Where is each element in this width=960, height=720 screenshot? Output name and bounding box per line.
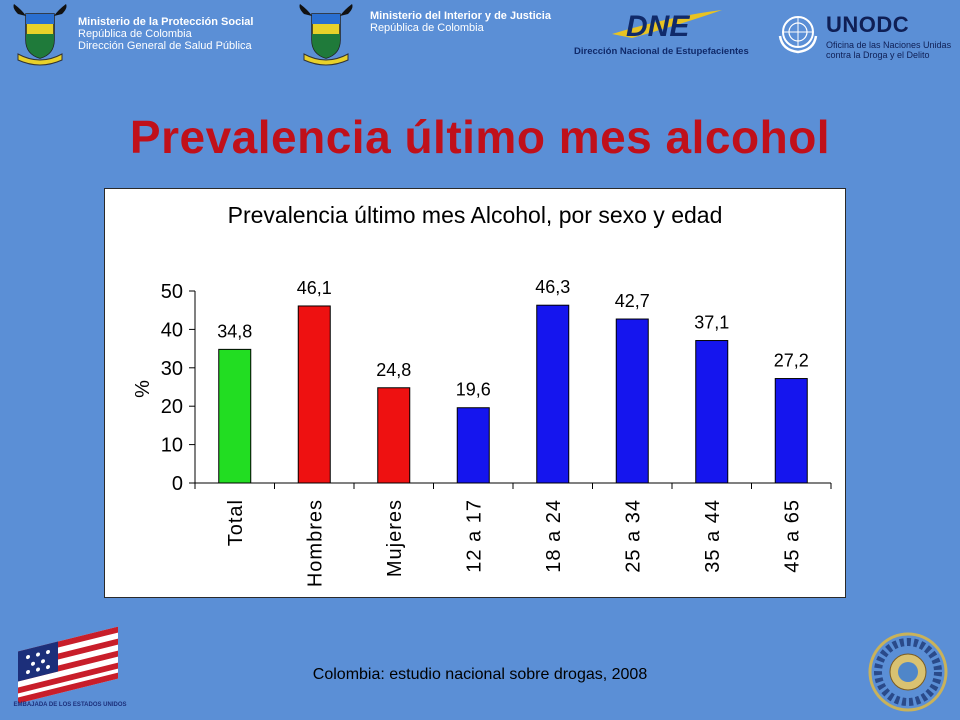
- unodc-acronym: UNODC: [826, 12, 910, 37]
- bar-chart: Prevalencia último mes Alcohol, por sexo…: [132, 202, 832, 587]
- un-emblem-icon: [778, 16, 818, 54]
- y-tick-label: 50: [161, 281, 183, 303]
- y-tick-label: 10: [161, 435, 183, 457]
- unodc-name: Oficina de las Naciones Unidas contra la…: [826, 40, 951, 60]
- category-label: 25 a 34: [622, 499, 644, 573]
- chart-layer: 0 10 20 30 40 50 34,8 Total 46,1 Hombres 24,8 Mujer…: [161, 277, 832, 587]
- oas-seal-icon: [868, 632, 948, 712]
- us-embassy-flag-logo: EMBAJADA DE LOS ESTADOS UNIDOS: [13, 626, 127, 708]
- category-label: 12 a 17: [463, 499, 485, 573]
- colombia-crest-icon: [299, 4, 353, 66]
- dne-acronym: DNE: [626, 10, 690, 43]
- us-embassy-logo-text: EMBAJADA DE LOS ESTADOS UNIDOS: [13, 702, 126, 708]
- ministry-health-division: Dirección General de Salud Pública: [78, 40, 252, 52]
- bar: [695, 340, 729, 484]
- ministry-interior-country: República de Colombia: [370, 22, 484, 34]
- y-tick-label: 0: [172, 473, 183, 495]
- ministry-interior-name: Ministerio del Interior y de Justicia: [370, 10, 551, 22]
- data-label: 34,8: [217, 321, 252, 341]
- ministry-health-block: Ministerio de la Protección Social Repúb…: [78, 16, 253, 52]
- dne-name: Dirección Nacional de Estupefacientes: [574, 46, 749, 57]
- unodc-name-line1: Oficina de las Naciones Unidas: [826, 40, 952, 50]
- data-label: 37,1: [694, 313, 729, 333]
- colombia-crest-icon: [13, 4, 67, 66]
- chart-panel: Prevalencia último mes Alcohol, por sexo…: [104, 188, 846, 598]
- bar: [456, 407, 490, 484]
- footer-caption: Colombia: estudio nacional sobre drogas,…: [312, 666, 648, 683]
- data-label: 24,8: [376, 360, 411, 380]
- bar: [536, 304, 570, 484]
- bar: [774, 378, 808, 484]
- category-label: Total: [225, 499, 247, 546]
- data-label: 46,1: [297, 278, 332, 298]
- ministry-health-name: Ministerio de la Protección Social: [78, 16, 254, 28]
- category-label: 45 a 65: [781, 499, 803, 573]
- bar: [615, 318, 649, 484]
- bar: [297, 305, 331, 484]
- y-axis-label: %: [132, 380, 154, 398]
- data-label: 27,2: [774, 351, 809, 371]
- data-label: 46,3: [535, 277, 570, 297]
- slide-title: Prevalencia último mes alcohol: [129, 111, 831, 163]
- unodc-name-line2: contra la Droga y el Delito: [826, 50, 930, 60]
- category-label: 18 a 24: [543, 499, 565, 573]
- unodc-logo: UNODC Oficina de las Naciones Unidas con…: [776, 8, 956, 64]
- category-label: Hombres: [304, 499, 326, 587]
- data-label: 19,6: [456, 380, 491, 400]
- bar: [377, 387, 411, 484]
- y-tick-label: 20: [161, 396, 183, 418]
- bar: [218, 348, 252, 484]
- y-tick-label: 40: [161, 319, 183, 341]
- ministry-health-country: República de Colombia: [78, 28, 192, 40]
- dne-logo: DNE Dirección Nacional de Estupefaciente…: [574, 10, 749, 57]
- y-tick-label: 30: [161, 358, 183, 380]
- ministry-interior-block: Ministerio del Interior y de Justicia Re…: [370, 10, 551, 34]
- category-label: Mujeres: [384, 499, 406, 577]
- category-label: 35 a 44: [702, 499, 724, 573]
- data-label: 42,7: [615, 291, 650, 311]
- chart-title: Prevalencia último mes Alcohol, por sexo…: [228, 202, 723, 228]
